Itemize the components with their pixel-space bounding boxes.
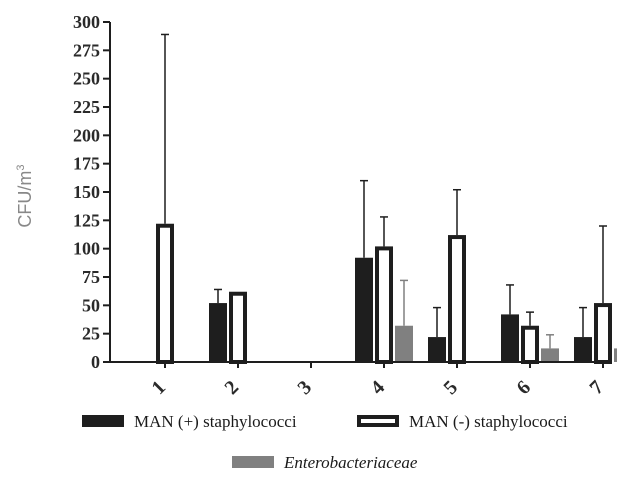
- y-axis-label-main: CFU/m: [15, 171, 35, 228]
- y-tick-label: 300: [73, 12, 100, 32]
- bar: [395, 325, 413, 362]
- bar: [428, 337, 446, 362]
- legend-swatch: [82, 415, 124, 427]
- bar: [574, 337, 592, 362]
- x-tick-label: 1: [147, 376, 170, 399]
- x-tick-label: 3: [293, 376, 316, 399]
- x-tick-label: 2: [220, 376, 243, 399]
- y-tick-label: 200: [73, 125, 100, 145]
- y-tick-label: 275: [73, 40, 100, 60]
- bar: [375, 246, 393, 364]
- bar: [521, 325, 539, 365]
- legend-label: Enterobacteriaceae: [283, 453, 418, 472]
- y-axis-label: CFU/m3: [15, 164, 35, 227]
- bar: [209, 303, 227, 362]
- bar-groups: [156, 33, 617, 365]
- y-tick-label: 100: [73, 239, 100, 259]
- bar: [355, 257, 373, 362]
- x-tick-label: 5: [439, 376, 462, 399]
- legend-swatch: [357, 415, 399, 427]
- y-tick-label: 0: [91, 352, 100, 372]
- bar: [614, 348, 617, 362]
- bar: [541, 348, 559, 362]
- y-tick-label: 250: [73, 69, 100, 89]
- y-tick-label: 50: [82, 295, 100, 315]
- y-tick-label: 75: [82, 267, 100, 287]
- x-tick-label: 7: [585, 376, 608, 399]
- y-tick-label: 175: [73, 154, 100, 174]
- bar: [594, 303, 612, 365]
- y-tick-label: 225: [73, 97, 100, 117]
- x-axis: 1 2 3 4 5 6 7: [110, 361, 612, 399]
- y-tick-label: 150: [73, 182, 100, 202]
- y-tick-label: 25: [82, 324, 100, 344]
- y-axis-label-sup: 3: [15, 164, 27, 170]
- x-tick-label: 6: [512, 376, 535, 399]
- bar: [229, 291, 247, 365]
- legend-swatch: [232, 456, 274, 468]
- bar: [501, 314, 519, 362]
- x-tick-label: 4: [366, 376, 389, 399]
- y-tick-label: 125: [73, 210, 100, 230]
- legend-label: MAN (-) staphylococci: [409, 412, 568, 431]
- y-axis: 0 25 50 75 100 125 150 175 200 225 250 275 300: [73, 12, 111, 372]
- bar: [448, 235, 466, 364]
- legend-label: MAN (+) staphylococci: [134, 412, 297, 431]
- bar: [156, 223, 174, 364]
- legend: MAN (+) staphylococci MAN (-) staphylococ…: [82, 412, 568, 472]
